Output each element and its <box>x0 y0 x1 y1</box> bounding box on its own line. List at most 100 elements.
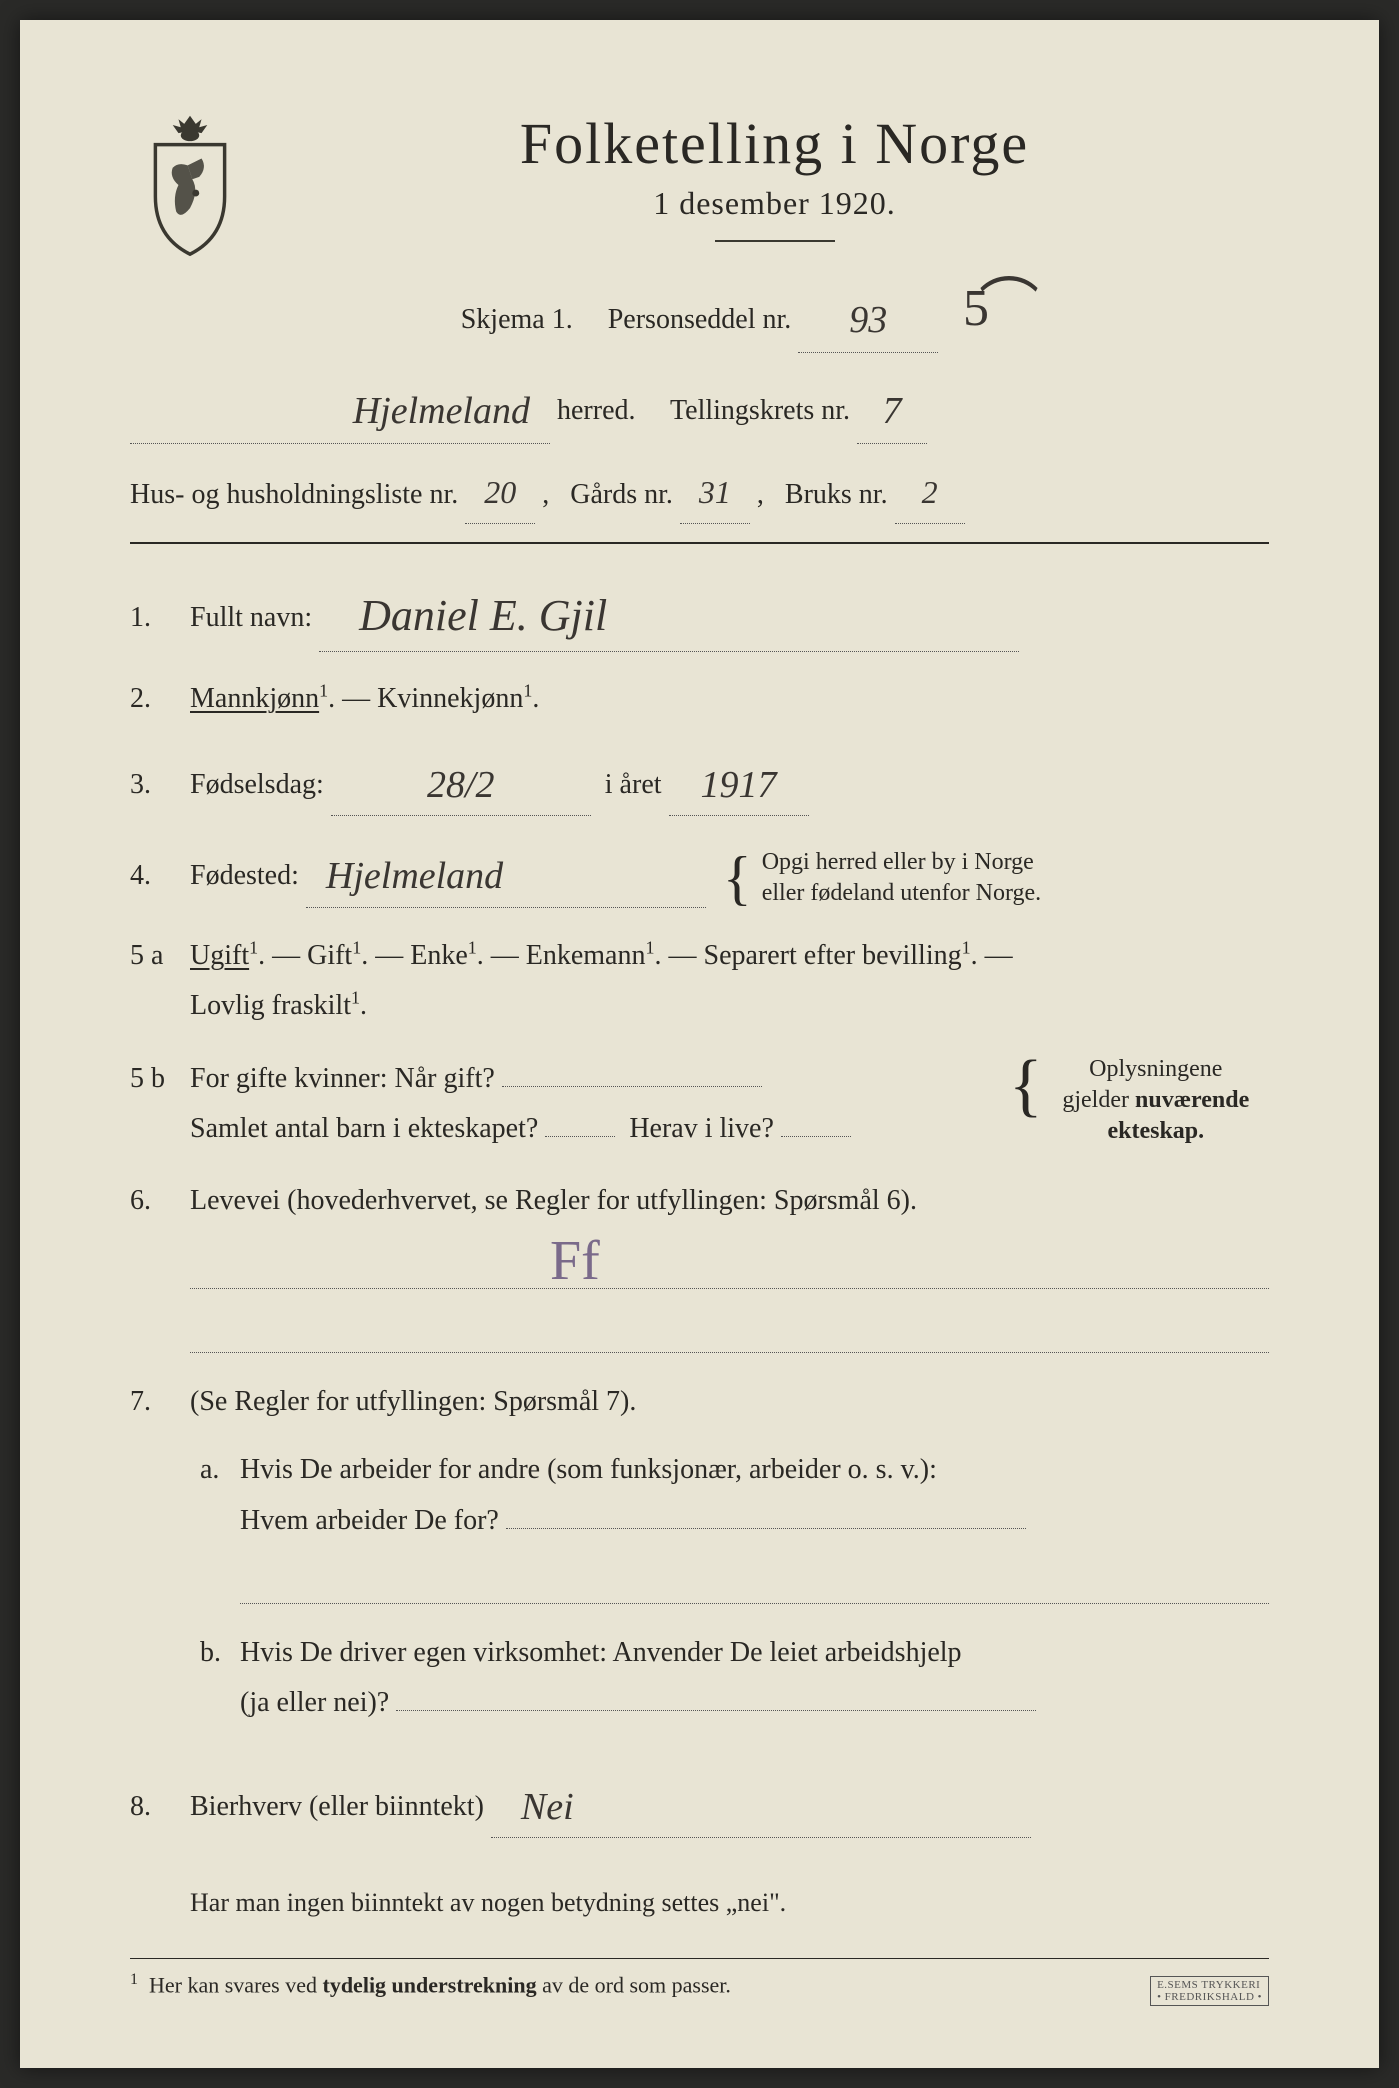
q5b: 5 b { Oplysningene gjelder nuværende ekt… <box>130 1054 1269 1155</box>
q6-blank1: Ff <box>190 1249 1269 1289</box>
q1-num: 1. <box>130 593 190 643</box>
section-divider <box>130 542 1269 544</box>
q5b-line2-mid: Herav i live? <box>629 1113 774 1144</box>
q2-sup1: 1 <box>319 681 328 701</box>
q5a: 5 a Ugift1. — Gift1. — Enke1. — Enkemann… <box>130 931 1269 1032</box>
footnote-separator <box>130 1958 1269 1959</box>
q6-blank2 <box>190 1313 1269 1353</box>
q5a-lovlig: Lovlig fraskilt <box>190 990 351 1021</box>
skjema-label: Skjema 1. <box>461 304 573 335</box>
tellingskrets-nr: 7 <box>883 390 902 432</box>
q2-num: 2. <box>130 674 190 724</box>
gards-label: Gårds nr. <box>570 479 673 510</box>
herred-line: Hjelmeland herred. Tellingskrets nr. 7 <box>130 371 1269 444</box>
q8-num: 8. <box>130 1782 190 1832</box>
margin-curve: ⌒ <box>979 250 1039 364</box>
q8-label: Bierhverv (eller biinntekt) <box>190 1791 484 1822</box>
footer-instruction: Har man ingen biinntekt av nogen betydni… <box>190 1878 1269 1927</box>
q3-day: 28/2 <box>427 764 495 806</box>
printer-mark: E.SEMS TRYKKERI• FREDRIKSHALD • <box>1150 1976 1269 2006</box>
q4: 4. Fødested: Hjelmeland { Opgi herred el… <box>130 838 1269 909</box>
q2-kvinne: Kvinnekjønn <box>377 683 523 714</box>
q8-field: Nei <box>491 1769 1031 1838</box>
q7-num: 7. <box>130 1377 190 1427</box>
tellingskrets-label: Tellingskrets nr. <box>670 395 850 426</box>
q5b-num: 5 b <box>130 1054 190 1104</box>
bruks-field: 2 <box>895 462 965 524</box>
q7a-line1: Hvis De arbeider for andre (som funksjon… <box>240 1454 937 1485</box>
q1-value: Daniel E. Gjil <box>359 591 607 640</box>
q3-day-field: 28/2 <box>331 747 591 816</box>
q3-label: Fødselsdag: <box>190 769 324 800</box>
bruks-label: Bruks nr. <box>785 479 888 510</box>
q3-year: 1917 <box>701 764 777 806</box>
main-title: Folketelling i Norge <box>280 110 1269 177</box>
title-divider <box>715 240 835 242</box>
hus-line: Hus- og husholdningsliste nr. 20 , Gårds… <box>130 462 1269 524</box>
footnote-num: 1 <box>130 1971 138 1988</box>
q4-num: 4. <box>130 851 190 901</box>
hus-label: Hus- og husholdningsliste nr. <box>130 479 458 510</box>
q3: 3. Fødselsdag: 28/2 i året 1917 <box>130 747 1269 816</box>
q5b-gift-field <box>502 1086 762 1087</box>
q5a-num: 5 a <box>130 931 190 981</box>
herred-field: Hjelmeland <box>130 371 550 444</box>
gards-nr: 31 <box>699 474 731 510</box>
q2-mann: Mannkjønn <box>190 683 319 714</box>
q7a-label: a. <box>200 1445 240 1546</box>
q5a-gift: Gift <box>307 940 352 971</box>
hus-field: 20 <box>465 462 535 524</box>
hus-nr: 20 <box>484 474 516 510</box>
subtitle: 1 desember 1920. <box>280 185 1269 222</box>
q5b-line2-label: Samlet antal barn i ekteskapet? <box>190 1113 538 1144</box>
q7a-line2: Hvem arbeider De for? <box>240 1505 499 1536</box>
q3-num: 3. <box>130 760 190 810</box>
herred-value: Hjelmeland <box>353 390 530 432</box>
q7a-field <box>506 1528 1026 1529</box>
q1-field: Daniel E. Gjil <box>319 572 1019 652</box>
q4-field: Hjelmeland <box>306 838 706 907</box>
brace-icon: { <box>1009 1054 1043 1117</box>
q4-note: Opgi herred eller by i Norge eller fødel… <box>762 847 1041 909</box>
q2-dash: — <box>342 683 377 714</box>
q5b-note: { Oplysningene gjelder nuværende ekteska… <box>1009 1054 1269 1148</box>
q4-value: Hjelmeland <box>326 855 503 897</box>
q7b-line2: (ja eller nei)? <box>240 1687 389 1718</box>
q8: 8. Bierhverv (eller biinntekt) Nei <box>130 1769 1269 1838</box>
q1-label: Fullt navn: <box>190 602 312 633</box>
q2-sup2: 1 <box>523 681 532 701</box>
q5a-enkemann: Enkemann <box>526 940 646 971</box>
coat-of-arms-icon <box>130 110 250 260</box>
q7b-label: b. <box>200 1628 240 1729</box>
header: Folketelling i Norge 1 desember 1920. <box>130 110 1269 270</box>
census-form-page: Folketelling i Norge 1 desember 1920. Sk… <box>20 20 1379 2068</box>
q7b-field <box>396 1710 1036 1711</box>
q7a: a. Hvis De arbeider for andre (som funks… <box>190 1445 1269 1546</box>
personseddel-nr-field: 93 <box>798 280 938 353</box>
bruks-nr: 2 <box>922 474 938 510</box>
q4-label: Fødested: <box>190 860 299 891</box>
q5b-line1-label: For gifte kvinner: Når gift? <box>190 1063 495 1094</box>
q4-brace: { Opgi herred eller by i Norge eller fød… <box>723 847 1041 909</box>
q5b-live-field <box>781 1136 851 1137</box>
title-block: Folketelling i Norge 1 desember 1920. <box>280 110 1269 270</box>
tellingskrets-field: 7 <box>857 371 927 444</box>
q7: 7. (Se Regler for utfyllingen: Spørsmål … <box>130 1377 1269 1747</box>
q3-year-label: i året <box>605 769 662 800</box>
q6: 6. Levevei (hovederhvervet, se Regler fo… <box>130 1176 1269 1226</box>
q5a-enke: Enke <box>410 940 468 971</box>
q6-pencil: Ff <box>550 1229 600 1293</box>
personseddel-nr: 93 <box>849 299 887 341</box>
q8-value: Nei <box>521 1786 574 1828</box>
q3-year-field: 1917 <box>669 747 809 816</box>
personseddel-label: Personseddel nr. <box>608 304 792 335</box>
q6-num: 6. <box>130 1176 190 1226</box>
footnote: 1 Her kan svares ved tydelig understrekn… <box>130 1971 1269 1998</box>
q2: 2. Mannkjønn1. — Kvinnekjønn1. <box>130 674 1269 724</box>
gards-field: 31 <box>680 462 750 524</box>
q5a-separert: Separert efter bevilling <box>704 940 962 971</box>
q7b-line1: Hvis De driver egen virksomhet: Anvender… <box>240 1637 962 1668</box>
brace-icon: { <box>723 854 752 902</box>
herred-label: herred. <box>557 395 636 426</box>
q7-label: (Se Regler for utfyllingen: Spørsmål 7). <box>190 1386 636 1417</box>
